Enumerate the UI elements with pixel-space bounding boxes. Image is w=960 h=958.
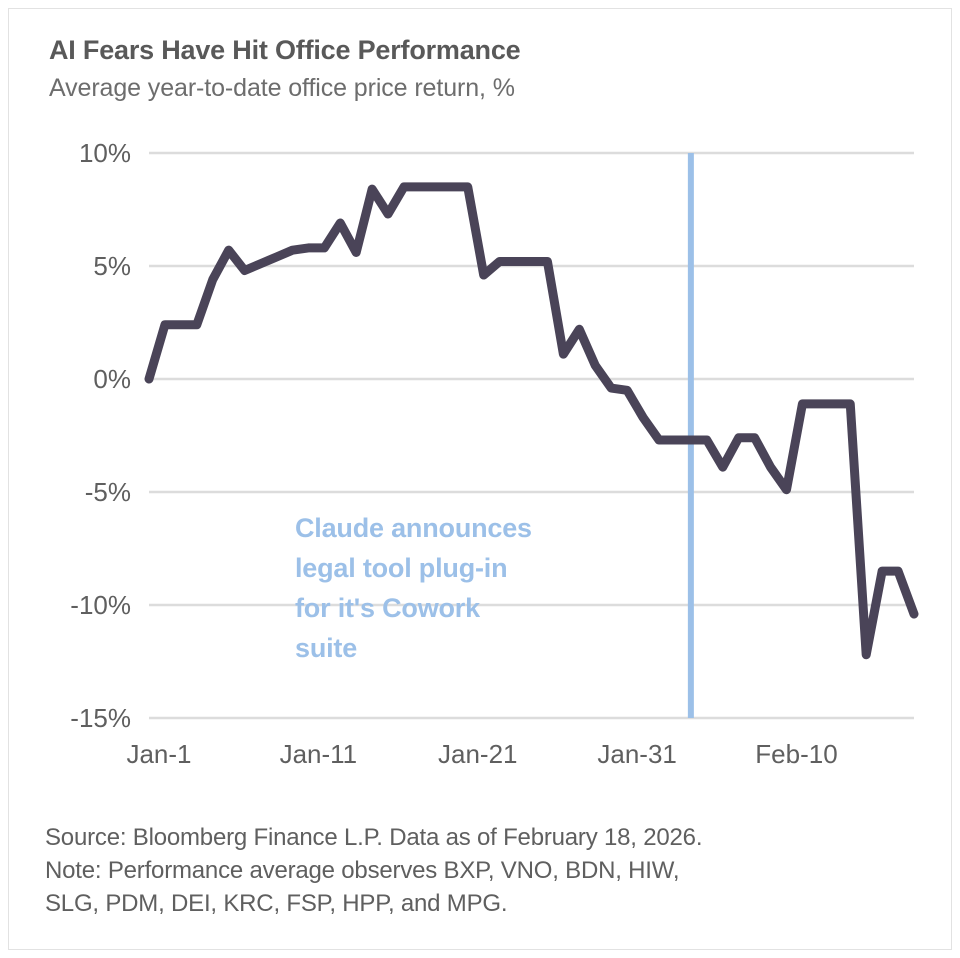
y-tick-label: 5%	[93, 251, 131, 281]
x-tick-label: Jan-21	[438, 739, 518, 769]
x-tick-label: Jan-1	[126, 739, 191, 769]
footnote-note-line2: SLG, PDM, DEI, KRC, FSP, HPP, and MPG.	[45, 890, 508, 917]
annotation-line-4: suite	[295, 633, 357, 663]
y-tick-label: 10%	[79, 138, 131, 168]
footnotes: Source: Bloomberg Finance L.P. Data as o…	[45, 821, 925, 920]
annotation-line-3: for it's Cowork	[295, 593, 481, 623]
x-tick-label: Jan-11	[280, 739, 358, 769]
y-axis-tick-labels: 10% 5% 0% -5% -10% -15%	[70, 138, 131, 733]
chart-card: AI Fears Have Hit Office Performance Ave…	[8, 8, 952, 950]
series-lines	[144, 182, 919, 660]
annotation-line-1: Claude announces	[295, 513, 532, 543]
footnote-source: Source: Bloomberg Finance L.P. Data as o…	[45, 824, 703, 851]
line-chart-svg: 10%5%0%-5%-10%-15% Jan-1 Jan-11 Jan-21 Jan-…	[70, 138, 919, 769]
y-tick-label: -15%	[70, 703, 131, 733]
x-tick-label: Jan-31	[597, 739, 677, 769]
y-tick-label: 0%	[93, 364, 131, 394]
y-tick-label: -5%	[85, 477, 131, 507]
y-tick-label: -10%	[70, 590, 131, 620]
x-tick-label: Feb-10	[755, 739, 837, 769]
series-line	[144, 182, 919, 660]
plot-area: 10% 5% 0% -5% -10% -15% Jan-1 Jan-11 Jan-21 Jan-…	[9, 9, 953, 809]
x-axis-tick-labels: Jan-1 Jan-11 Jan-21 Jan-31 Feb-10	[126, 739, 837, 769]
chart-title: AI Fears Have Hit Office Performance	[49, 35, 521, 65]
chart-subtitle: Average year-to-date office price return…	[49, 74, 515, 102]
annotation-line-2: legal tool plug-in	[295, 553, 507, 583]
footnote-note-line1: Note: Performance average observes BXP, …	[45, 857, 680, 884]
annotation-text: Claude announces legal tool plug-in for it…	[295, 513, 532, 663]
